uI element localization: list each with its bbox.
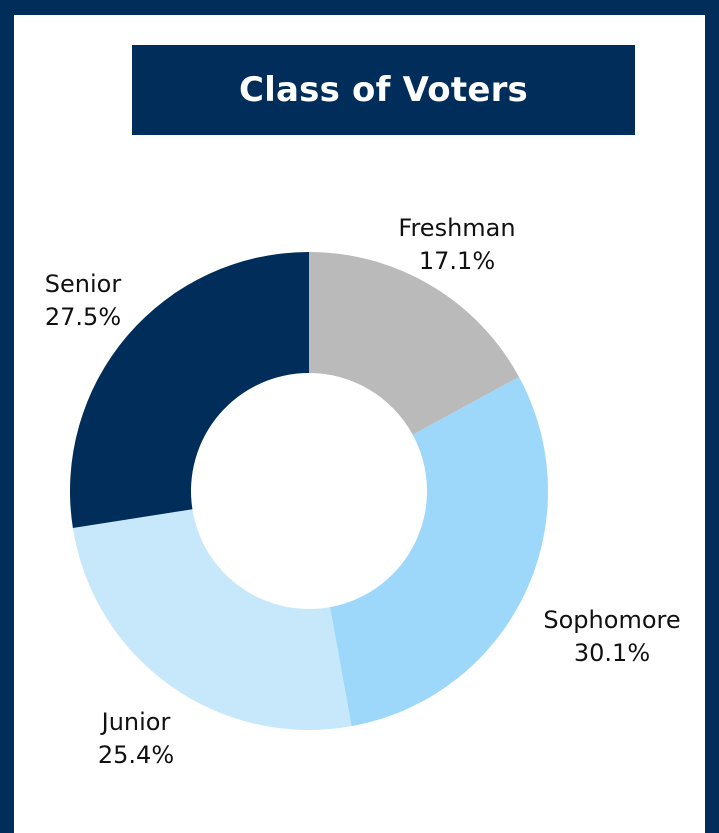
slice-label-senior: Senior [45, 270, 122, 298]
slice-label-sophomore: Sophomore [543, 606, 680, 634]
slice-label-freshman: Freshman [398, 214, 515, 242]
slice-value-sophomore: 30.1% [574, 639, 650, 667]
slice-sophomore [329, 376, 548, 727]
slice-senior [70, 252, 310, 528]
chart-title: Class of Voters [239, 70, 528, 110]
slice-value-freshman: 17.1% [419, 247, 495, 275]
chart-title-banner: Class of Voters [132, 45, 635, 135]
slice-label-junior: Junior [100, 708, 171, 736]
slice-freshman [309, 252, 520, 435]
donut-slices [70, 252, 548, 730]
slice-junior [72, 509, 352, 730]
slice-value-senior: 27.5% [45, 303, 121, 331]
slice-labels: Freshman 17.1% Sophomore 30.1% Junior 25.4% Se… [45, 214, 681, 769]
slice-value-junior: 25.4% [98, 741, 174, 769]
